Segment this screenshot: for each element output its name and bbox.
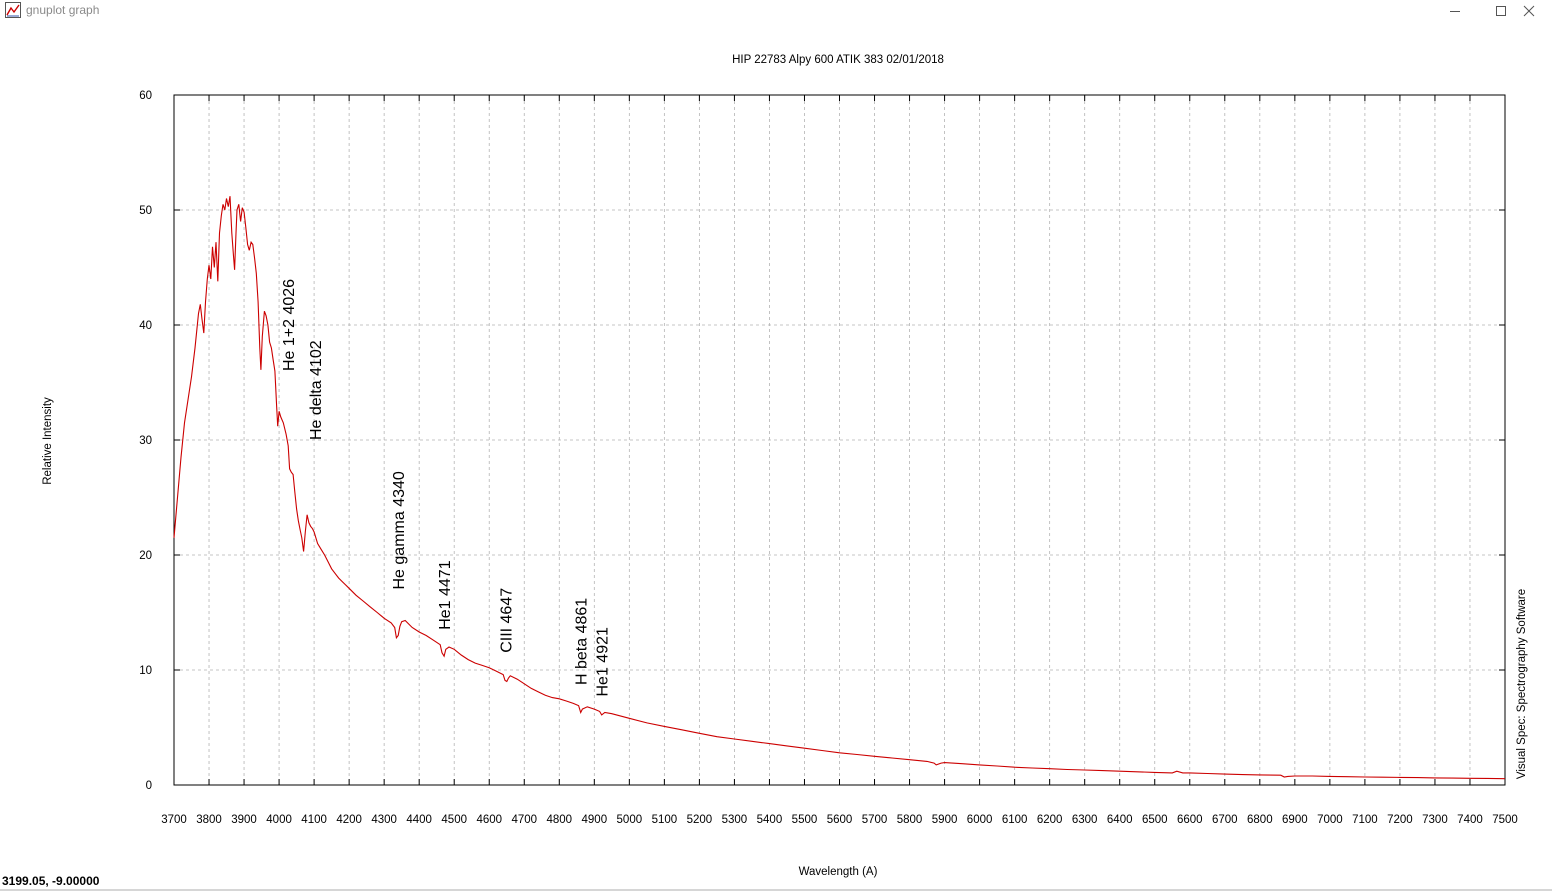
x-tick-label: 5300 [722,814,748,826]
x-tick-label: 6700 [1212,814,1238,826]
x-tick-label: 3800 [196,814,222,826]
line-annotation: CIII 4647 [499,588,516,653]
window-bottom-border [0,889,1552,891]
line-annotation: He1 4471 [437,560,454,629]
cursor-coordinates: 3199.05, -9.00000 [2,874,100,888]
line-annotation: H beta 4861 [574,598,591,685]
x-tick-label: 4100 [301,814,327,826]
y-tick-label: 10 [139,665,152,677]
line-annotation: He delta 4102 [308,340,325,440]
x-tick-label: 4700 [511,814,537,826]
chart-title: HIP 22783 Alpy 600 ATIK 383 02/01/2018 [732,54,944,66]
minimize-icon [1450,10,1460,12]
spectrum-series-line [173,196,1506,780]
x-tick-label: 3700 [161,814,187,826]
x-tick-label: 4400 [406,814,432,826]
x-tick-label: 4000 [266,814,292,826]
minimize-button[interactable] [1432,0,1478,21]
x-tick-label: 4900 [582,814,608,826]
line-annotation: He 1+2 4026 [281,279,298,371]
x-tick-label: 5100 [652,814,678,826]
x-tick-label: 7500 [1492,814,1518,826]
x-tick-label: 7200 [1387,814,1413,826]
maximize-icon [1496,5,1506,16]
x-tick-label: 4600 [476,814,502,826]
x-tick-label: 4500 [441,814,467,826]
x-tick-label: 6500 [1142,814,1168,826]
x-tick-label: 5400 [757,814,783,826]
x-tick-label: 6100 [1002,814,1028,826]
x-tick-label: 6200 [1037,814,1063,826]
window-title: gnuplot graph [26,3,100,17]
x-tick-label: 7300 [1422,814,1448,826]
x-tick-label: 4800 [546,814,572,826]
close-icon [1523,5,1535,16]
x-tick-label: 6900 [1282,814,1308,826]
close-button[interactable] [1506,0,1552,21]
x-tick-label: 7000 [1317,814,1343,826]
line-annotation: He1 4921 [595,627,612,696]
line-annotations: He 1+2 4026 He delta 4102 He gamma 4340 He1… [281,279,612,697]
y-tick-label: 60 [139,90,152,102]
x-tick-label: 7400 [1457,814,1483,826]
x-axis-label: Wavelength (A) [799,866,878,878]
x-tick-labels: 3700 3800 3900 4000 4100 4200 4300 4400 4500 4600… [161,814,1518,826]
y-tick-label: 40 [139,320,152,332]
axis-ticks [173,94,1506,786]
y-tick-label: 20 [139,550,152,562]
x-tick-label: 4300 [371,814,397,826]
y-axis-label: Relative Intensity [42,397,54,485]
grid [174,95,1505,785]
maximize-button[interactable] [1478,0,1524,21]
x-tick-label: 5900 [932,814,958,826]
y-tick-label: 0 [146,780,152,792]
x-tick-label: 6800 [1247,814,1273,826]
x-tick-label: 6000 [967,814,993,826]
x-tick-label: 6300 [1072,814,1098,826]
gnuplot-graph-icon [5,2,21,18]
line-annotation: He gamma 4340 [391,471,408,589]
y-tick-label: 30 [139,435,152,447]
x-tick-label: 5600 [827,814,853,826]
x-tick-label: 5200 [687,814,713,826]
x-tick-label: 6600 [1177,814,1203,826]
x-tick-label: 5700 [862,814,888,826]
y-tick-labels: 0 10 20 30 40 50 60 [139,90,152,792]
x-tick-label: 6400 [1107,814,1133,826]
x-tick-label: 5000 [617,814,643,826]
x-tick-label: 5500 [792,814,818,826]
x-tick-label: 5800 [897,814,923,826]
x-tick-label: 3900 [231,814,257,826]
x-tick-label: 7100 [1352,814,1378,826]
window-titlebar: gnuplot graph [0,0,1552,21]
y-tick-label: 50 [139,205,152,217]
x-tick-label: 4200 [336,814,362,826]
software-credit-label: Visual Spec: Spectrography Software [1516,589,1528,779]
